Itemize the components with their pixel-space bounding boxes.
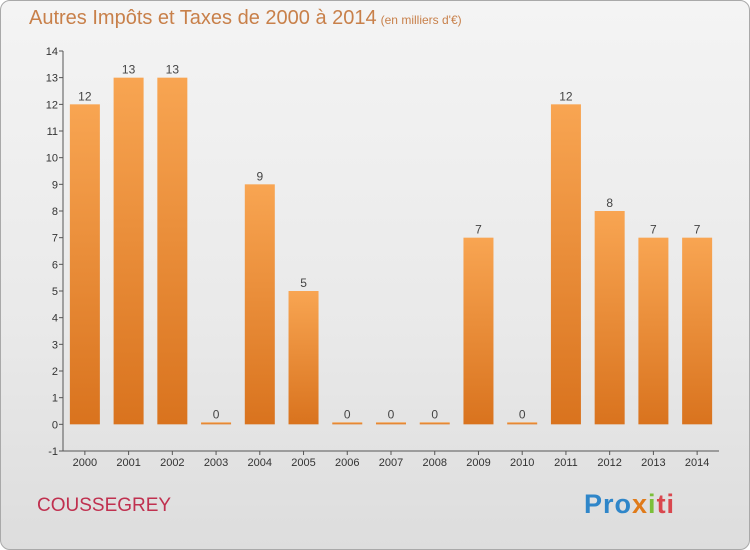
x-tick-label: 2003 [204,457,228,469]
value-label: 0 [388,407,395,421]
bar [201,422,232,425]
y-tick-label: 2 [52,366,58,378]
bar [113,77,144,425]
value-label: 7 [694,223,701,237]
bar [244,184,275,425]
value-label: 0 [519,407,526,421]
bar [157,77,188,425]
bar [507,422,538,425]
x-tick-label: 2005 [291,457,315,469]
value-label: 0 [431,407,438,421]
x-tick-label: 2010 [510,457,534,469]
bars-layer [69,77,713,425]
y-tick-label: 3 [52,339,58,351]
proxiti-logo: Proxiti [584,489,675,520]
x-tick-label: 2012 [597,457,621,469]
value-label: 8 [606,196,613,210]
x-tick-label: 2014 [685,457,709,469]
bar [288,291,319,425]
bar [638,237,669,425]
bar [332,422,363,425]
y-tick-label: 5 [52,286,58,298]
bar [463,237,494,425]
value-label: 13 [122,63,136,77]
title-unit: (en milliers d'€) [380,13,462,27]
y-tick-label: 14 [46,46,58,58]
value-label: 7 [475,223,482,237]
y-tick-label: 11 [47,126,58,138]
y-tick-label: 0 [52,419,58,431]
x-tick-label: 2009 [466,457,490,469]
y-tick-label: 1 [52,393,58,405]
x-tick-label: 2011 [554,457,578,469]
logo-part-1: Pro [584,489,633,519]
y-tick-label: 4 [52,313,58,325]
y-tick-label: 9 [52,179,58,191]
y-tick-label: -1 [48,446,58,458]
x-tick-label: 2008 [422,457,446,469]
x-tick-label: 2007 [379,457,403,469]
bar [594,211,625,425]
bar [682,237,713,425]
y-tick-label: 12 [46,99,58,111]
x-tick-label: 2000 [73,457,97,469]
labels-layer: 12 13 13 0 9 5 0 0 0 7 0 12 8 7 7 [78,63,701,422]
value-label: 13 [166,63,180,77]
bar [550,104,581,425]
x-tick-label: 2001 [116,457,140,469]
bar [69,104,100,425]
bar [376,422,406,425]
y-tick-label: 8 [52,206,58,218]
x-tick-label: 2013 [641,457,665,469]
title-text: Autres Impôts et Taxes de 2000 à 2014 [29,7,377,29]
x-tick-label: 2004 [248,457,272,469]
value-label: 12 [78,89,92,103]
x-tick-label: 2002 [160,457,184,469]
x-tick-label: 2006 [335,457,359,469]
value-label: 5 [300,276,307,290]
value-label: 12 [559,89,573,103]
value-label: 7 [650,223,657,237]
logo-part-2: x [632,489,649,519]
bar [419,422,450,425]
value-label: 9 [256,169,263,183]
place-name: COUSSEGREY [37,495,172,516]
value-label: 0 [213,407,220,421]
chart-title: Autres Impôts et Taxes de 2000 à 2014 (en… [29,7,462,30]
y-tick-label: 10 [46,153,58,165]
y-tick-label: 7 [52,233,58,245]
value-label: 0 [344,407,351,421]
logo-part-4: ti [656,489,676,519]
y-tick-label: 6 [52,259,58,271]
logo-part-3: i [648,489,657,519]
y-tick-label: 13 [46,73,58,85]
